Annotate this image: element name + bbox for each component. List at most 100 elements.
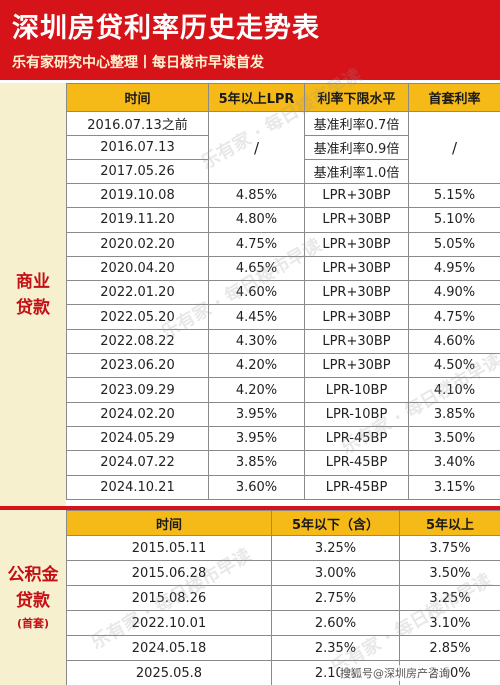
cell-under-5y: 2.35% [271,635,400,661]
col-header-lpr: 5年以上LPR [208,83,305,112]
table-row: 2019.11.20 4.80% LPR+30BP 5.10% [66,207,500,233]
fund-label-line2: 贷款 [16,590,50,611]
cell-lpr: 4.80% [208,207,305,233]
cell-floor: LPR+30BP [304,231,409,257]
header-banner: 深圳房贷利率历史走势表 乐有家研究中心整理丨每日楼市早读首发 [0,0,500,80]
cell-first-merged: / [408,111,500,184]
table-row: 2022.08.22 4.30% LPR+30BP 4.60% [66,328,500,355]
col-header-date: 时间 [66,83,209,112]
cell-first-rate: 4.50% [408,353,500,379]
table-row: 2024.10.21 3.60% LPR-45BP 3.15% [66,474,500,500]
cell-under-5y: 2.60% [271,610,400,636]
cell-over-5y: 3.10% [399,610,500,636]
fund-label-line1: 公积金 [7,564,59,585]
commercial-loan-label: 商业 贷款 [0,83,66,506]
cell-floor: LPR-45BP [304,425,409,452]
fund-label-line3: (首套) [16,616,50,630]
cell-date: 2025.05.8 [66,660,272,685]
cell-lpr: 3.60% [208,474,305,500]
cell-date: 2017.05.26 [66,159,209,184]
table-row: 2023.06.20 4.20% LPR+30BP 4.50% [66,353,500,379]
cell-lpr: 4.60% [208,280,305,306]
table-row: 2024.05.18 2.35% 2.85% [66,635,500,661]
cell-floor: LPR+30BP [304,182,409,209]
cell-lpr: 3.85% [208,450,305,476]
commercial-label-line2: 贷款 [16,297,50,318]
cell-floor: LPR+30BP [304,328,409,355]
cell-over-5y: 2.85% [399,635,500,661]
footer-watermark: 搜狐号@深圳房产咨询 [340,665,450,681]
col-header-floor: 利率下限水平 [304,83,409,112]
fund-header-row: 时间 5年以下（含） 5年以上 [66,510,500,536]
cell-date: 2015.05.11 [66,535,272,561]
table-row: 2015.08.26 2.75% 3.25% [66,585,500,611]
table-row: 2022.05.20 4.45% LPR+30BP 4.75% [66,304,500,330]
cell-first-rate: 5.15% [408,182,500,209]
cell-date: 2015.06.28 [66,560,272,586]
cell-over-5y: 3.50% [399,560,500,586]
section-divider [0,506,500,510]
table-row: 2020.04.20 4.65% LPR+30BP 4.95% [66,255,500,282]
cell-date: 2024.05.18 [66,635,272,661]
cell-first-rate: 3.15% [408,474,500,500]
cell-date: 2024.10.21 [66,474,209,500]
cell-under-5y: 3.25% [271,535,400,561]
table-row: 2016.07.13 基准利率0.9倍 [66,135,500,160]
col-header-under-5y: 5年以下（含） [271,510,400,536]
cell-date: 2023.06.20 [66,353,209,379]
housing-fund-table: 时间 5年以下（含） 5年以上 2015.05.11 3.25% 3.75% 2015… [66,510,500,685]
commercial-label-line1: 商业 [16,271,50,292]
cell-date: 2019.11.20 [66,207,209,233]
cell-floor: LPR+30BP [304,353,409,379]
cell-floor: LPR-10BP [304,401,409,427]
table-row: 2016.07.13之前 / 基准利率0.7倍 / [66,111,500,184]
table-row: 2019.10.08 4.85% LPR+30BP 5.15% [66,182,500,209]
cell-date: 2020.02.20 [66,231,209,257]
cell-date: 2016.07.13之前 [66,111,209,136]
commercial-header-row: 时间 5年以上LPR 利率下限水平 首套利率 [66,83,500,112]
table-row: 2024.02.20 3.95% LPR-10BP 3.85% [66,401,500,427]
cell-floor: 基准利率0.9倍 [304,135,409,160]
table-row: 2015.05.11 3.25% 3.75% [66,535,500,561]
cell-first-rate: 3.85% [408,401,500,427]
cell-first-rate: 3.50% [408,425,500,452]
table-row: 2022.10.01 2.60% 3.10% [66,610,500,636]
cell-first-rate: 4.75% [408,304,500,330]
cell-date: 2016.07.13 [66,135,209,160]
cell-date: 2022.05.20 [66,304,209,330]
cell-date: 2023.09.29 [66,377,209,403]
cell-floor: LPR-45BP [304,450,409,476]
col-header-date: 时间 [66,510,272,536]
cell-lpr: 4.20% [208,377,305,403]
cell-lpr: 4.65% [208,255,305,282]
cell-lpr-merged: / [208,111,305,184]
cell-lpr: 4.75% [208,231,305,257]
cell-date: 2022.01.20 [66,280,209,306]
cell-floor: 基准利率0.7倍 [304,111,409,136]
cell-first-rate: 4.95% [408,255,500,282]
cell-over-5y: 3.75% [399,535,500,561]
cell-under-5y: 3.00% [271,560,400,586]
table-row: 2024.05.29 3.95% LPR-45BP 3.50% [66,425,500,452]
cell-lpr: 4.20% [208,353,305,379]
cell-over-5y: 3.25% [399,585,500,611]
cell-floor: LPR-45BP [304,474,409,500]
col-header-over-5y: 5年以上 [399,510,500,536]
cell-floor: LPR+30BP [304,304,409,330]
cell-floor: 基准利率1.0倍 [304,159,409,184]
cell-date: 2022.08.22 [66,328,209,355]
cell-lpr: 3.95% [208,401,305,427]
cell-floor: LPR+30BP [304,207,409,233]
cell-lpr: 4.45% [208,304,305,330]
commercial-loan-table: 时间 5年以上LPR 利率下限水平 首套利率 2016.07.13之前 / 基准… [66,83,500,500]
cell-date: 2022.10.01 [66,610,272,636]
cell-date: 2015.08.26 [66,585,272,611]
cell-date: 2024.07.22 [66,450,209,476]
cell-first-rate: 4.90% [408,280,500,306]
cell-lpr: 4.85% [208,182,305,209]
cell-first-rate: 4.60% [408,328,500,355]
cell-floor: LPR-10BP [304,377,409,403]
page-title: 深圳房贷利率历史走势表 [12,13,320,44]
cell-lpr: 4.30% [208,328,305,355]
cell-date: 2020.04.20 [66,255,209,282]
